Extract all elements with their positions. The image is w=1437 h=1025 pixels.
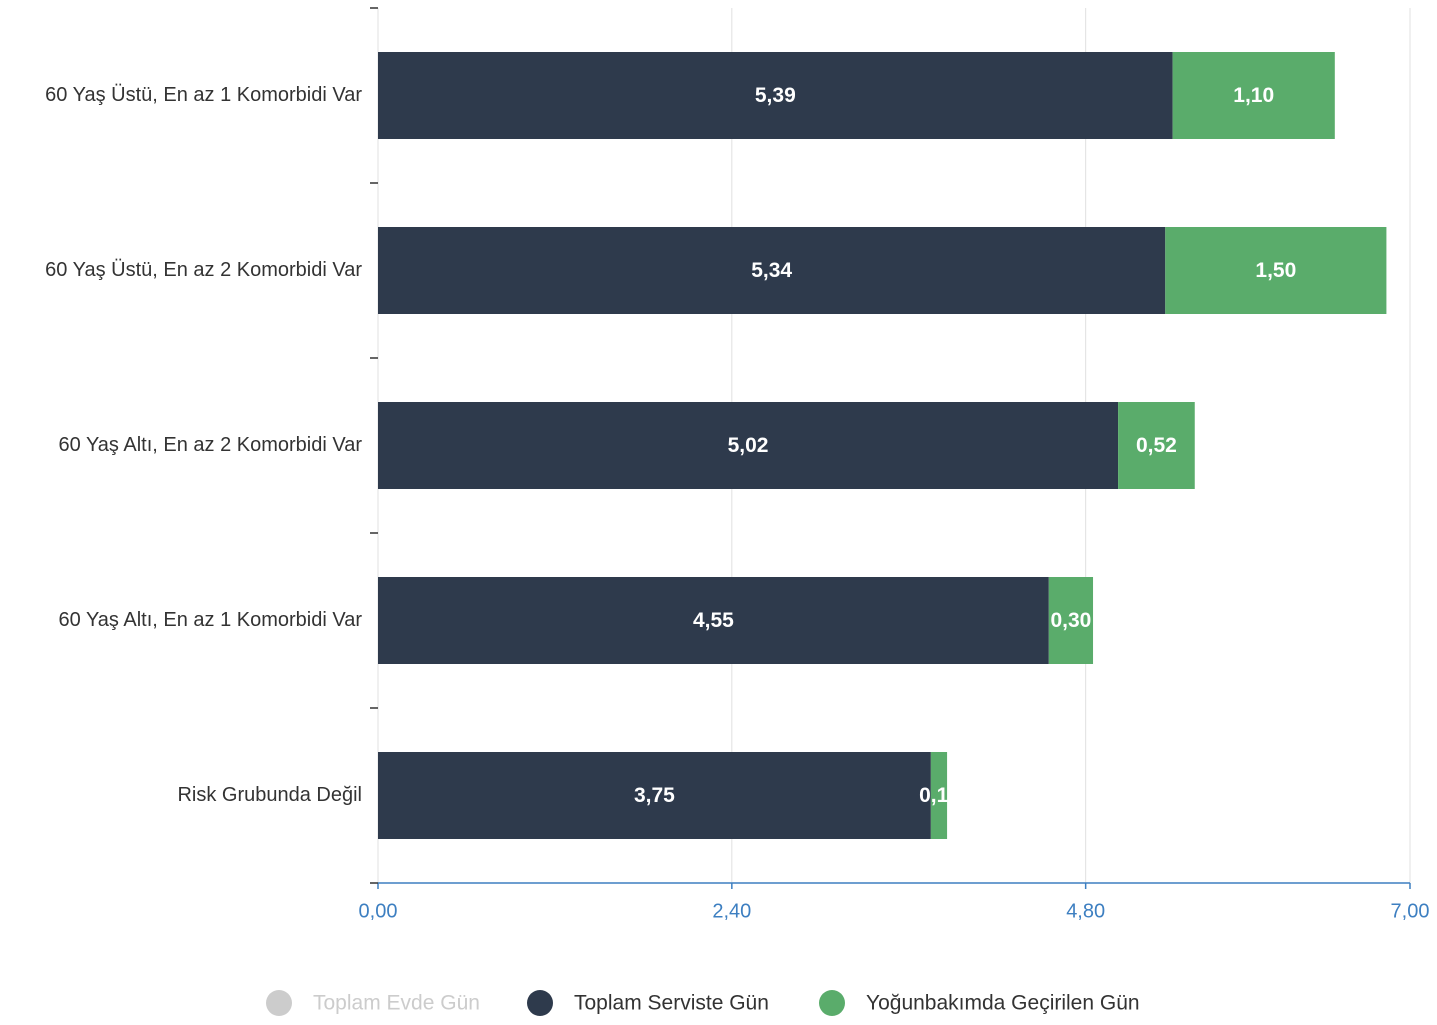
value-label: 4,55: [693, 609, 734, 632]
value-label: 3,75: [634, 784, 675, 807]
value-label: 1,10: [1233, 84, 1274, 107]
legend-label[interactable]: Yoğunbakımda Geçirilen Gün: [866, 992, 1140, 1015]
bar-segment: [1172, 52, 1335, 139]
y-tick-label: 60 Yaş Üstü, En az 1 Komorbidi Var: [45, 84, 362, 106]
x-tick-label: 7,00: [1391, 900, 1430, 922]
bar-segment: [930, 752, 948, 839]
legend-marker[interactable]: [819, 990, 845, 1016]
legend-marker[interactable]: [266, 990, 292, 1016]
x-tick-label: 2,40: [712, 900, 751, 922]
value-label: 0,30: [1050, 609, 1091, 632]
bar-segment: [378, 577, 1049, 664]
value-label: 5,39: [755, 84, 796, 107]
bar-segment: [378, 52, 1173, 139]
value-label: 5,34: [751, 259, 792, 282]
legend-marker[interactable]: [527, 990, 553, 1016]
value-label: 1,50: [1255, 259, 1296, 282]
bar-segment: [378, 752, 931, 839]
y-tick-label: 60 Yaş Altı, En az 1 Komorbidi Var: [59, 609, 363, 631]
legend-label[interactable]: Toplam Evde Gün: [313, 992, 480, 1015]
bar-segment: [1118, 402, 1195, 489]
value-label: 0,11: [919, 784, 959, 807]
y-tick-label: Risk Grubunda Değil: [177, 784, 362, 806]
bar-segment: [1048, 577, 1094, 664]
legend-label[interactable]: Toplam Serviste Gün: [574, 992, 769, 1015]
bar-segment: [378, 402, 1119, 489]
bar-segment: [378, 227, 1166, 314]
x-tick-label: 0,00: [359, 900, 398, 922]
value-label: 0,52: [1136, 434, 1177, 457]
x-tick-label: 4,80: [1066, 900, 1105, 922]
value-label: 5,02: [728, 434, 769, 457]
bar-segment: [1165, 227, 1387, 314]
y-tick-label: 60 Yaş Altı, En az 2 Komorbidi Var: [59, 434, 363, 456]
y-tick-label: 60 Yaş Üstü, En az 2 Komorbidi Var: [45, 259, 362, 281]
